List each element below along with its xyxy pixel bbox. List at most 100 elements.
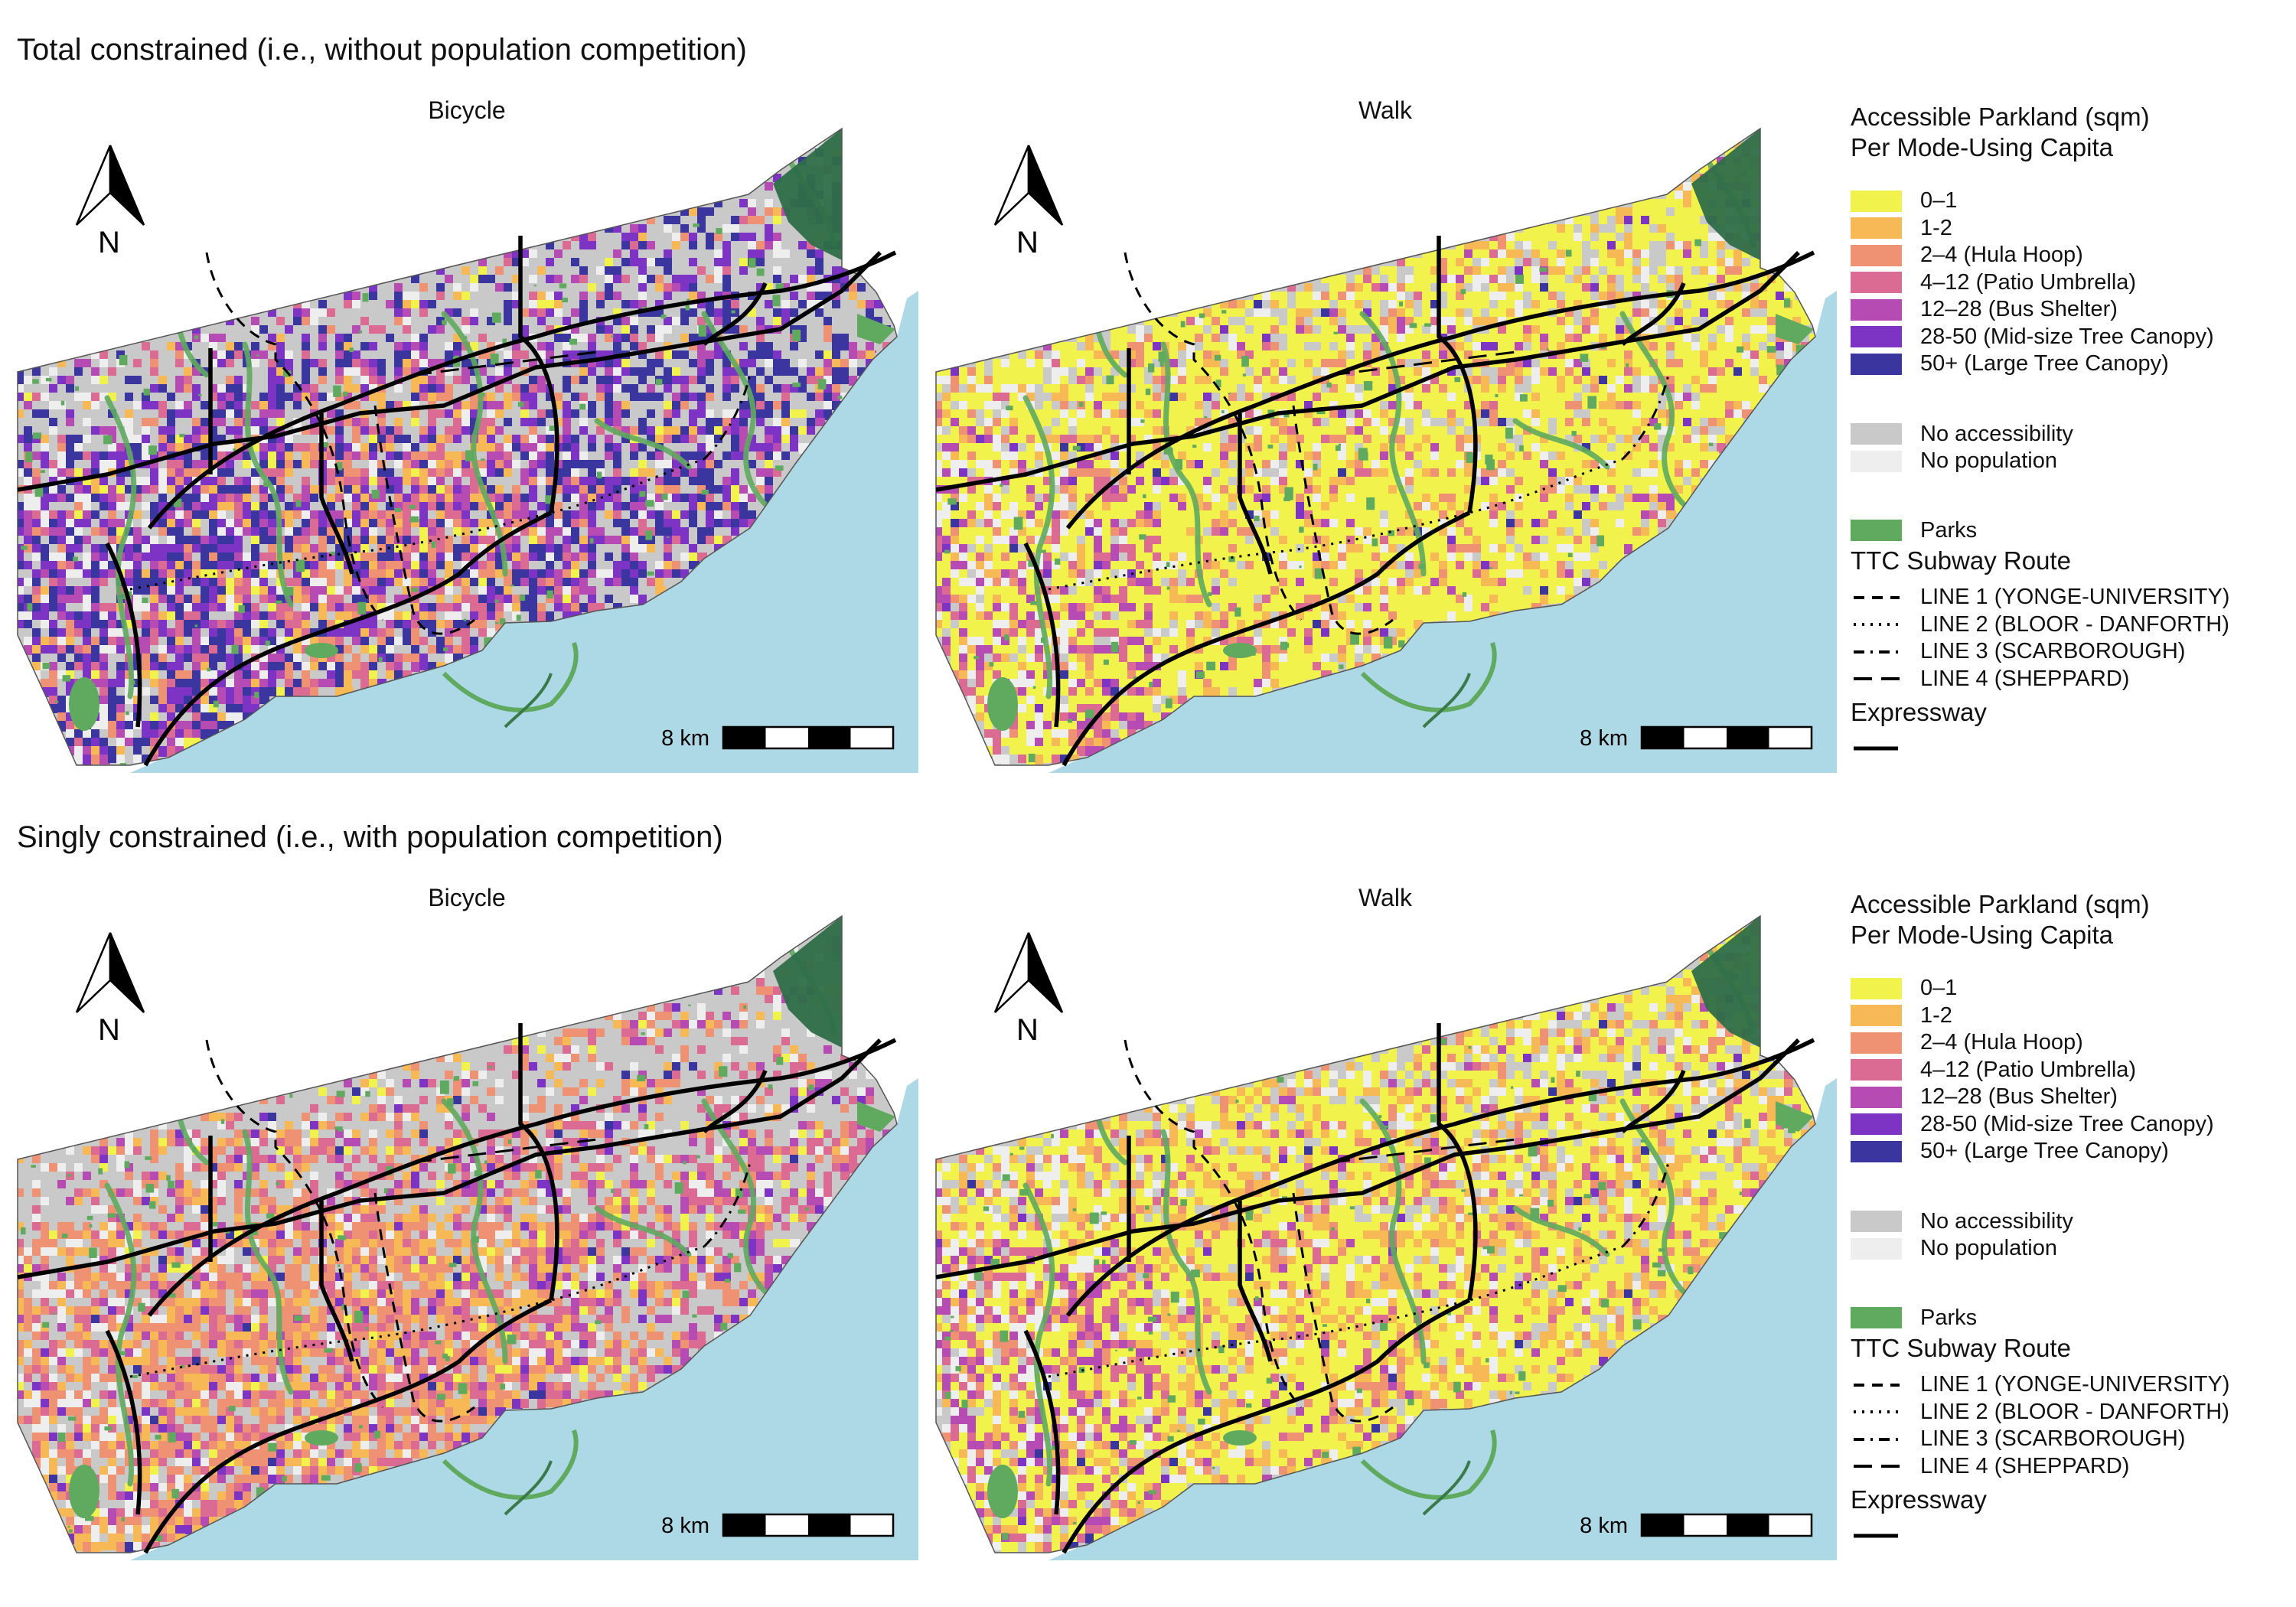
legend-subway-lines: LINE 1 (YONGE-UNIVERSITY) LINE 2 (BLOOR -… — [1851, 1371, 2294, 1480]
legend-no-accessibility: No accessibility — [1851, 1208, 2294, 1236]
expressway-title: Expressway — [1851, 1485, 1987, 1514]
section-title-single: Singly constrained (i.e., with populatio… — [17, 820, 723, 854]
north-arrow-icon: N — [993, 145, 1064, 259]
lake-water — [1049, 1078, 1837, 1560]
legend-class-row: 1-2 — [1851, 1002, 2294, 1030]
parks-layer — [944, 129, 1814, 763]
no-population-swatch — [1851, 450, 1902, 472]
map-walk-single: N 8 km — [935, 914, 1837, 1560]
legend-class-label: 1-2 — [1920, 215, 1952, 240]
expressway-key — [1854, 1534, 1898, 1538]
parks-swatch — [1851, 1307, 1902, 1329]
toronto-islands — [1360, 1429, 1497, 1500]
legend-no-population: No population — [1851, 448, 2294, 475]
section-title-total: Total constrained (i.e., without populat… — [17, 33, 747, 67]
subway-line-label: LINE 3 (SCARBOROUGH) — [1920, 1426, 2186, 1452]
toronto-islands — [442, 642, 579, 712]
subway-line-key — [1854, 1383, 1900, 1387]
legend-class-swatch — [1851, 353, 1902, 375]
toronto-islands — [442, 1429, 579, 1500]
legend-subway-row: LINE 1 (YONGE-UNIVERSITY) — [1851, 584, 2294, 611]
subway-line-label: LINE 1 (YONGE-UNIVERSITY) — [1920, 1372, 2230, 1397]
legend-class-swatch — [1851, 244, 1902, 266]
legend-class-row: 4–12 (Patio Umbrella) — [1851, 1057, 2294, 1084]
lake-water — [1049, 291, 1837, 773]
legend-class-label: 2–4 (Hula Hoop) — [1920, 1030, 2083, 1055]
north-arrow-icon: N — [75, 932, 145, 1047]
subway-line-label: LINE 2 (BLOOR - DANFORTH) — [1920, 1399, 2229, 1424]
legend-parks: Parks — [1851, 1305, 2294, 1332]
expressways — [17, 236, 897, 767]
legend-no-population: No population — [1851, 1235, 2294, 1263]
legend-class-swatch — [1851, 272, 1902, 294]
toronto-islands — [1360, 642, 1497, 712]
no-accessibility-label: No accessibility — [1920, 1208, 2073, 1234]
subway-title: TTC Subway Route — [1851, 1334, 2071, 1362]
subway-line-key — [1854, 650, 1900, 654]
legend-class-row: 2–4 (Hula Hoop) — [1851, 1029, 2294, 1057]
north-arrow-icon: N — [993, 932, 1064, 1047]
panel-title-bike-total: Bicycle — [428, 96, 506, 124]
legend-class-label: 28-50 (Mid-size Tree Canopy) — [1920, 324, 2214, 349]
legend-class-swatch — [1851, 1005, 1902, 1027]
subway-routes — [1048, 252, 1670, 635]
legend-class-row: 1-2 — [1851, 215, 2294, 243]
legend-subway-row: LINE 3 (SCARBOROUGH) — [1851, 638, 2294, 666]
subway-line-label: LINE 2 (BLOOR - DANFORTH) — [1920, 611, 2229, 637]
legend-no-accessibility: No accessibility — [1851, 421, 2294, 448]
legend-class-label: 50+ (Large Tree Canopy) — [1920, 1139, 2169, 1164]
no-population-label: No population — [1920, 1236, 2057, 1261]
scale-bar: 8 km — [661, 725, 895, 751]
legend-class-row: 28-50 (Mid-size Tree Canopy) — [1851, 324, 2294, 351]
panel-title-bike-single: Bicycle — [428, 884, 506, 911]
legend-class-label: 0–1 — [1920, 188, 1958, 214]
legend-subway-row: LINE 2 (BLOOR - DANFORTH) — [1851, 1399, 2294, 1426]
expressway-title: Expressway — [1851, 698, 1987, 726]
north-arrow-label: N — [98, 226, 120, 259]
map-walk-total: N 8 km — [935, 127, 1837, 773]
legend-class-swatch — [1851, 1140, 1902, 1162]
tracts-layer — [936, 129, 1815, 765]
parks-label: Parks — [1920, 517, 1978, 543]
north-arrow-label: N — [98, 1013, 120, 1047]
map-bicycle-single: N 8 km — [17, 914, 918, 1560]
subway-routes — [1048, 1039, 1670, 1423]
scale-bar-label: 8 km — [1580, 1514, 1628, 1538]
legend-title-line1: Accessible Parkland (sqm) — [1851, 890, 2150, 918]
legend-class-label: 2–4 (Hula Hoop) — [1920, 243, 2083, 268]
lake-water — [130, 291, 918, 773]
scale-bar: 8 km — [1580, 1513, 1813, 1538]
legend-class-row: 2–4 (Hula Hoop) — [1851, 242, 2294, 269]
legend-class-label: 28-50 (Mid-size Tree Canopy) — [1920, 1111, 2214, 1136]
tracts-layer — [18, 916, 897, 1553]
subway-line-label: LINE 1 (YONGE-UNIVERSITY) — [1920, 585, 2230, 610]
subway-line-label: LINE 3 (SCARBOROUGH) — [1920, 639, 2186, 664]
legend-title-line1: Accessible Parkland (sqm) — [1851, 103, 2150, 131]
scale-bar-label: 8 km — [661, 1514, 709, 1538]
expressways — [935, 236, 1815, 767]
legend-class-swatch — [1851, 977, 1902, 999]
no-accessibility-swatch — [1851, 1211, 1902, 1233]
legend-class-swatch — [1851, 217, 1902, 240]
legend-subway-row: LINE 2 (BLOOR - DANFORTH) — [1851, 611, 2294, 639]
lake-water — [130, 1078, 918, 1560]
expressways — [17, 1023, 897, 1554]
legend-class-row: 0–1 — [1851, 975, 2294, 1002]
no-population-label: No population — [1920, 448, 2057, 474]
panel-title-walk-single: Walk — [1358, 884, 1412, 911]
legend-classes: 0–1 1-2 2–4 (Hula Hoop) 4–12 (Patio Umbrell… — [1851, 187, 2294, 378]
legend-class-swatch — [1851, 1032, 1902, 1054]
tracts-layer — [18, 129, 897, 765]
expressway-key — [1854, 746, 1898, 751]
subway-title: TTC Subway Route — [1851, 546, 2071, 575]
legend-class-row: 50+ (Large Tree Canopy) — [1851, 350, 2294, 378]
legend-class-row: 50+ (Large Tree Canopy) — [1851, 1138, 2294, 1165]
legend-class-row: 12–28 (Bus Shelter) — [1851, 1084, 2294, 1111]
legend-subway-row: LINE 3 (SCARBOROUGH) — [1851, 1426, 2294, 1453]
map-bicycle-total: N 8 km — [17, 127, 918, 773]
legend-subway-lines: LINE 1 (YONGE-UNIVERSITY) LINE 2 (BLOOR -… — [1851, 584, 2294, 693]
legend-class-row: 28-50 (Mid-size Tree Canopy) — [1851, 1111, 2294, 1139]
legend-class-swatch — [1851, 1113, 1902, 1136]
subway-routes — [129, 1039, 752, 1423]
